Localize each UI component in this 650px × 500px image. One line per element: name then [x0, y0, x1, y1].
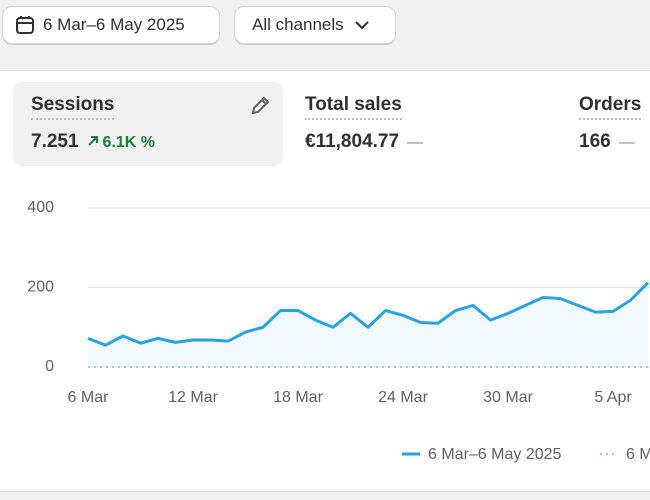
- metric-change: —: [618, 134, 635, 151]
- up-arrow-icon: [87, 136, 98, 146]
- legend-label: 6 Mar–6 May 2025: [428, 446, 562, 463]
- y-tick-label: 400: [27, 199, 54, 216]
- date-range-button[interactable]: 6 Mar–6 May 2025: [2, 6, 220, 44]
- metric-change-text: 6.1K %: [102, 134, 156, 151]
- metric-label: Sessions: [31, 94, 115, 120]
- metric-value-row: 166 —: [579, 131, 635, 153]
- channel-filter[interactable]: All channels: [234, 6, 396, 44]
- series-line: [87, 281, 650, 347]
- x-tick-label: 6 Mar: [68, 389, 110, 406]
- x-tick-label: 5 Apr: [594, 389, 632, 406]
- metric-value: 166: [579, 131, 611, 152]
- metric-label: Orders: [579, 94, 642, 120]
- metric-value: 7.251: [31, 131, 79, 152]
- legend-label: 6 M: [626, 446, 650, 463]
- channel-filter-label: All channels: [252, 15, 344, 34]
- y-tick-label: 200: [27, 279, 54, 296]
- metric-card[interactable]: Total sales €11,804.77 —: [287, 82, 547, 166]
- metric-value-row: €11,804.77 —: [305, 131, 423, 153]
- chevron-icon: [354, 21, 369, 30]
- x-tick-label: 12 Mar: [168, 389, 218, 406]
- calendar-icon: [16, 16, 34, 34]
- metric-value: €11,804.77: [305, 131, 400, 152]
- metric-label: Total sales: [305, 94, 402, 120]
- edit-icon[interactable]: [249, 95, 271, 117]
- metric-change: —: [407, 134, 424, 151]
- metric-value-row: 7.251 6.1K %: [31, 131, 155, 153]
- x-tick-label: 24 Mar: [378, 389, 428, 406]
- y-tick-label: 0: [45, 358, 54, 375]
- metric-change: 6.1K %: [87, 134, 155, 151]
- x-tick-label: 18 Mar: [273, 389, 323, 406]
- metric-card[interactable]: Orders 166 —: [561, 82, 650, 166]
- date-range: 6 Mar–6 May 2025: [43, 15, 185, 34]
- metric-card[interactable]: Sessions 7.251 6.1K %: [13, 82, 283, 166]
- x-tick-label: 30 Mar: [483, 389, 533, 406]
- area-fill: [88, 282, 648, 367]
